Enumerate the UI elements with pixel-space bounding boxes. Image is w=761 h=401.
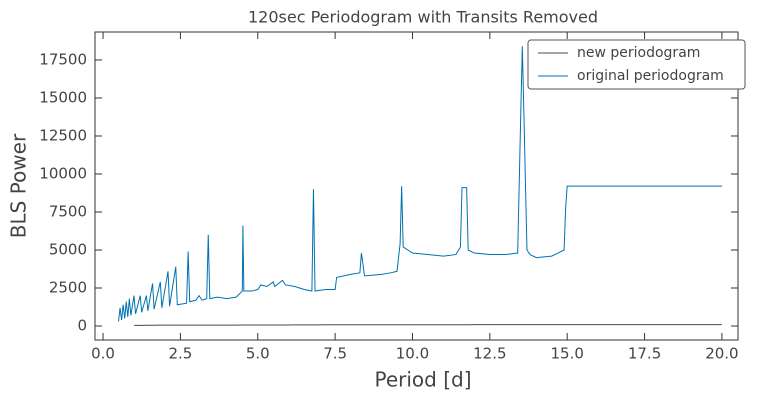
data-line: [118, 46, 722, 322]
y-tick-label: 0: [77, 317, 87, 335]
x-axis-label: Period [d]: [374, 368, 471, 392]
x-tick-label: 5.0: [246, 345, 270, 363]
x-tick-label: 20.0: [705, 345, 738, 363]
plot-frame: [94, 31, 739, 341]
y-tick-label: 12500: [39, 126, 87, 144]
x-tick-label: 15.0: [550, 345, 583, 363]
x-tick-label: 0.0: [91, 345, 115, 363]
y-tick-label: 10000: [39, 164, 87, 182]
y-tick-label: 5000: [49, 241, 87, 259]
legend-box: [527, 39, 746, 90]
x-tick-label: 2.5: [168, 345, 192, 363]
x-tick-label: 7.5: [323, 345, 347, 363]
y-tick-label: 15000: [39, 88, 87, 106]
x-tick-label: 10.0: [396, 345, 429, 363]
y-tick-label: 17500: [39, 50, 87, 68]
y-tick-label: 2500: [49, 279, 87, 297]
legend-label: original periodogram: [577, 68, 724, 84]
data-line: [133, 324, 722, 326]
x-tick-label: 12.5: [473, 345, 506, 363]
x-tick-label: 17.5: [628, 345, 661, 363]
y-tick-label: 7500: [49, 202, 87, 220]
y-axis-label: BLS Power: [7, 133, 31, 238]
chart-title: 120sec Periodogram with Transits Removed: [248, 8, 598, 27]
legend-label: new periodogram: [577, 45, 700, 61]
